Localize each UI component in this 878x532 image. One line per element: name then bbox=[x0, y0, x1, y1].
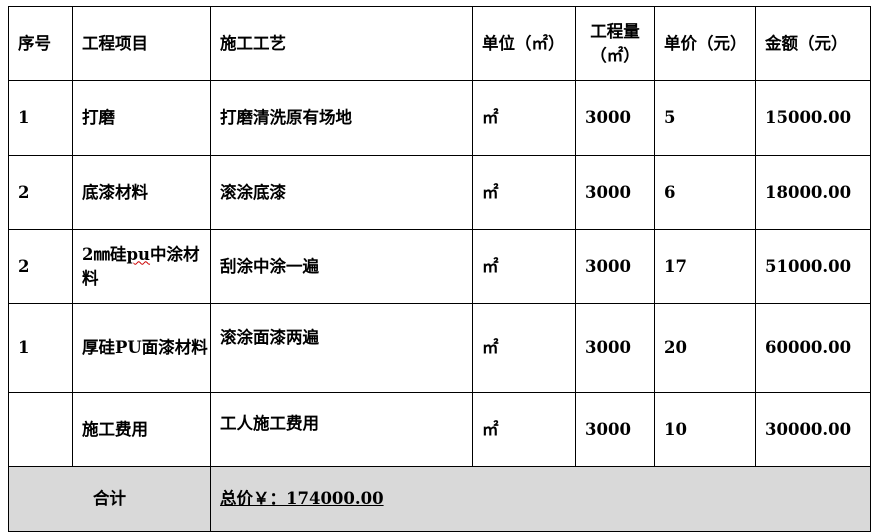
total-row: 合计 总价￥：174000.00 bbox=[8, 466, 871, 532]
cell-price: 10 bbox=[654, 392, 756, 467]
header-unit: 单位（㎡） bbox=[472, 6, 576, 81]
cell-process: 打磨清洗原有场地 bbox=[210, 80, 473, 156]
cell-no: 2 bbox=[8, 155, 73, 230]
cell-unit: ㎡ bbox=[472, 155, 576, 230]
cell-no bbox=[8, 392, 73, 467]
cell-unit: ㎡ bbox=[472, 303, 576, 393]
cell-qty: 3000 bbox=[575, 229, 655, 304]
cell-qty: 3000 bbox=[575, 303, 655, 393]
cell-process: 滚涂面漆两遍 bbox=[210, 303, 473, 393]
header-no: 序号 bbox=[8, 6, 73, 81]
spellcheck-word: pu bbox=[126, 244, 151, 264]
cell-unit: ㎡ bbox=[472, 80, 576, 156]
cell-price: 5 bbox=[654, 80, 756, 156]
header-amount: 金额（元） bbox=[755, 6, 871, 81]
cell-unit: ㎡ bbox=[472, 392, 576, 467]
item-text: 2㎜硅 bbox=[82, 244, 127, 264]
table-row: 1 打磨 打磨清洗原有场地 ㎡ 3000 5 15000.00 bbox=[8, 80, 871, 156]
cell-amount: 51000.00 bbox=[755, 229, 871, 304]
cell-item: 2㎜硅pu中涂材料 bbox=[72, 229, 211, 304]
cell-qty: 3000 bbox=[575, 392, 655, 467]
cell-amount: 15000.00 bbox=[755, 80, 871, 156]
cell-no: 1 bbox=[8, 80, 73, 156]
table-row: 2 底漆材料 滚涂底漆 ㎡ 3000 6 18000.00 bbox=[8, 155, 871, 230]
table-row: 2 2㎜硅pu中涂材料 刮涂中涂一遍 ㎡ 3000 17 51000.00 bbox=[8, 229, 871, 304]
quotation-table: 序号 工程项目 施工工艺 单位（㎡） 工程量（㎡） 单价（元） 金额（元） 1 … bbox=[8, 6, 871, 532]
header-item: 工程项目 bbox=[72, 6, 211, 81]
cell-price: 20 bbox=[654, 303, 756, 393]
header-price: 单价（元） bbox=[654, 6, 756, 81]
cell-qty: 3000 bbox=[575, 80, 655, 156]
total-value: 总价￥：174000.00 bbox=[220, 489, 384, 508]
cell-process: 工人施工费用 bbox=[210, 392, 473, 467]
cell-item: 厚硅PU面漆材料 bbox=[72, 303, 211, 393]
cell-process: 滚涂底漆 bbox=[210, 155, 473, 230]
cell-no: 1 bbox=[8, 303, 73, 393]
cell-amount: 60000.00 bbox=[755, 303, 871, 393]
header-row: 序号 工程项目 施工工艺 单位（㎡） 工程量（㎡） 单价（元） 金额（元） bbox=[8, 6, 871, 81]
cell-qty: 3000 bbox=[575, 155, 655, 230]
total-value-cell: 总价￥：174000.00 bbox=[210, 466, 871, 532]
item-text: 中涂材料 bbox=[82, 244, 200, 288]
process-text: 工人施工费用 bbox=[220, 413, 319, 433]
cell-no: 2 bbox=[8, 229, 73, 304]
cell-item: 施工费用 bbox=[72, 392, 211, 467]
cell-item: 底漆材料 bbox=[72, 155, 211, 230]
header-qty: 工程量（㎡） bbox=[575, 6, 655, 81]
process-text: 滚涂面漆两遍 bbox=[220, 328, 319, 347]
cell-price: 17 bbox=[654, 229, 756, 304]
total-label: 合计 bbox=[8, 466, 211, 532]
cell-item: 打磨 bbox=[72, 80, 211, 156]
table-row: 施工费用 工人施工费用 ㎡ 3000 10 30000.00 bbox=[8, 392, 871, 467]
table-row: 1 厚硅PU面漆材料 滚涂面漆两遍 ㎡ 3000 20 60000.00 bbox=[8, 303, 871, 393]
header-process: 施工工艺 bbox=[210, 6, 473, 81]
cell-price: 6 bbox=[654, 155, 756, 230]
cell-process: 刮涂中涂一遍 bbox=[210, 229, 473, 304]
cell-amount: 18000.00 bbox=[755, 155, 871, 230]
cell-unit: ㎡ bbox=[472, 229, 576, 304]
cell-amount: 30000.00 bbox=[755, 392, 871, 467]
